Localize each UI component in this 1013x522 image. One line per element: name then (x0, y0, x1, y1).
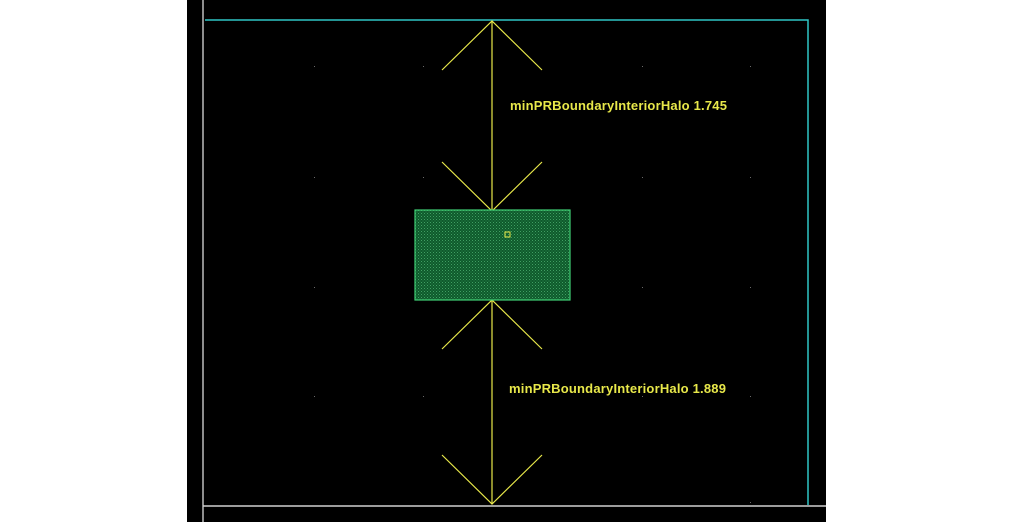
top-ruler-arrow-up (441, 20, 543, 71)
layout-view[interactable]: minPRBoundaryInteriorHalo 1.745 minPRBou… (187, 0, 826, 522)
origin-marker[interactable] (504, 231, 511, 238)
cell-instance[interactable] (414, 209, 571, 301)
top-ruler[interactable] (441, 20, 543, 212)
pr-boundary[interactable] (205, 19, 809, 505)
top-rule-label: minPRBoundaryInteriorHalo 1.745 (510, 98, 727, 113)
bottom-rule-label: minPRBoundaryInteriorHalo 1.889 (509, 381, 726, 396)
bottom-ruler-arrow-down (441, 454, 543, 505)
bottom-ruler[interactable] (441, 299, 543, 505)
layout-canvas[interactable]: minPRBoundaryInteriorHalo 1.745 minPRBou… (187, 0, 826, 522)
